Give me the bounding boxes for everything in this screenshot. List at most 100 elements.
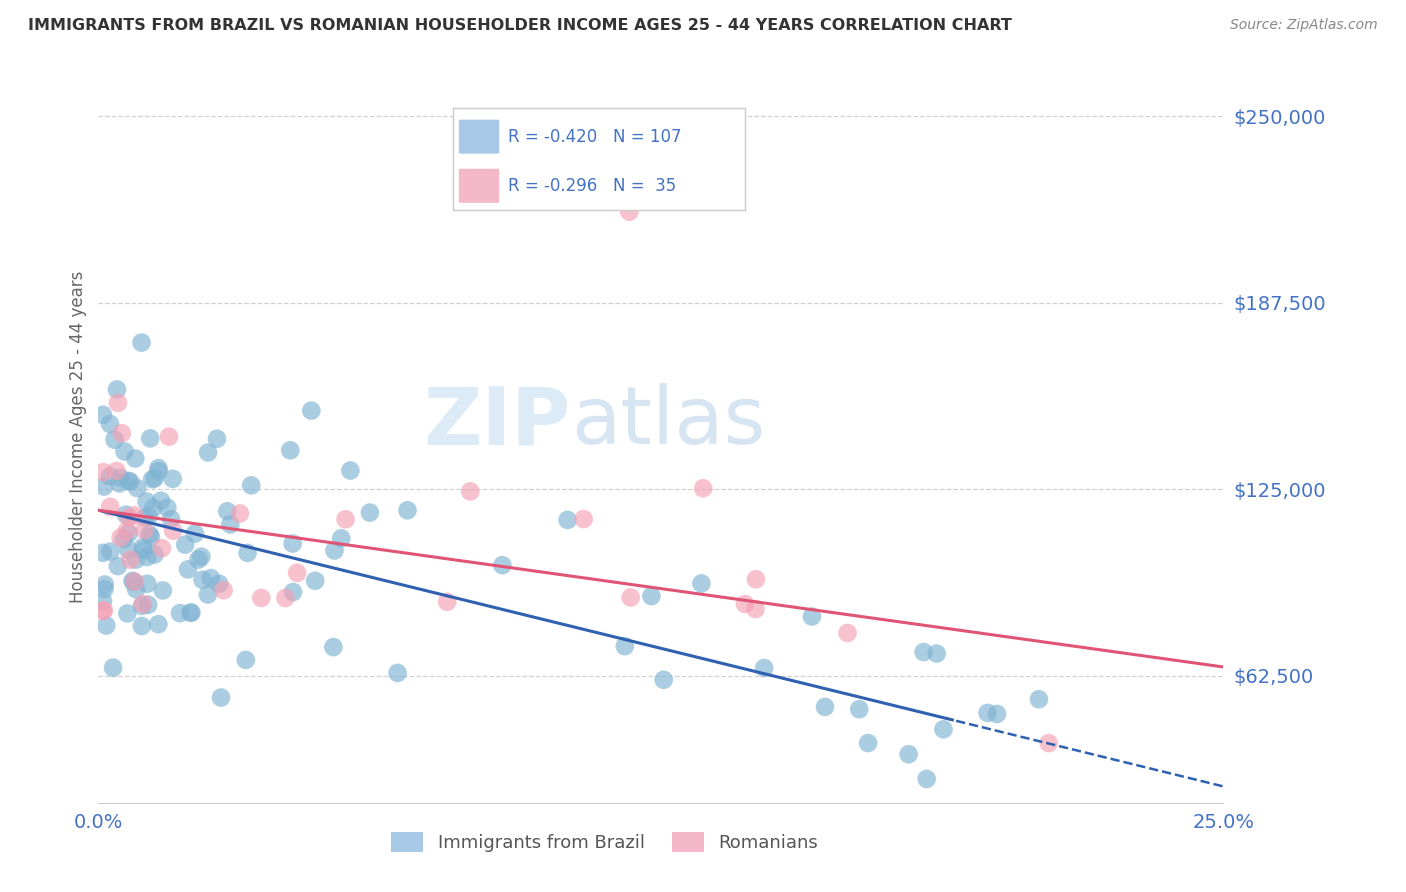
Point	[143, 471, 166, 485]
Point	[132, 540, 155, 554]
Point	[124, 451, 146, 466]
Y-axis label: Householder Income Ages 25 - 44 years: Householder Income Ages 25 - 44 years	[69, 271, 87, 603]
Point	[177, 562, 200, 576]
Point	[162, 472, 184, 486]
Point	[299, 403, 322, 417]
Point	[150, 493, 173, 508]
Point	[848, 702, 870, 716]
Point	[800, 609, 823, 624]
Point	[117, 542, 139, 557]
Text: Source: ZipAtlas.com: Source: ZipAtlas.com	[1230, 18, 1378, 32]
Point	[98, 500, 121, 514]
Point	[187, 552, 209, 566]
Point	[1028, 692, 1050, 706]
Point	[387, 665, 409, 680]
Point	[274, 591, 297, 605]
Point	[91, 408, 114, 422]
Point	[208, 576, 231, 591]
Point	[131, 599, 153, 613]
Point	[157, 430, 180, 444]
Point	[98, 469, 121, 483]
Point	[91, 465, 114, 479]
Point	[744, 602, 766, 616]
Point	[115, 508, 138, 522]
Point	[619, 204, 641, 219]
Point	[235, 653, 257, 667]
Point	[212, 583, 235, 598]
Point	[107, 559, 129, 574]
Point	[837, 626, 859, 640]
Point	[131, 335, 153, 350]
Point	[436, 595, 458, 609]
Text: ZIP: ZIP	[423, 384, 571, 461]
Point	[117, 607, 139, 621]
Point	[856, 736, 879, 750]
Point	[339, 463, 361, 477]
Point	[138, 509, 160, 524]
Point	[98, 544, 121, 558]
Point	[94, 577, 117, 591]
Point	[200, 571, 222, 585]
Point	[150, 541, 173, 556]
Point	[148, 461, 170, 475]
Point	[692, 481, 714, 495]
Point	[690, 576, 713, 591]
Point	[932, 723, 955, 737]
Point	[91, 604, 114, 618]
Text: IMMIGRANTS FROM BRAZIL VS ROMANIAN HOUSEHOLDER INCOME AGES 25 - 44 YEARS CORRELA: IMMIGRANTS FROM BRAZIL VS ROMANIAN HOUSE…	[28, 18, 1012, 33]
Point	[160, 512, 183, 526]
Point	[127, 481, 149, 495]
Point	[179, 606, 201, 620]
Point	[120, 552, 142, 566]
Point	[93, 603, 115, 617]
Point	[105, 464, 128, 478]
Point	[745, 572, 768, 586]
Point	[197, 588, 219, 602]
Point	[174, 538, 197, 552]
Point	[143, 548, 166, 562]
Point	[217, 504, 239, 518]
Point	[976, 706, 998, 720]
Point	[557, 513, 579, 527]
Point	[396, 503, 419, 517]
Point	[134, 523, 156, 537]
Point	[330, 531, 353, 545]
Point	[101, 660, 124, 674]
Point	[912, 645, 935, 659]
Point	[118, 526, 141, 541]
Point	[118, 510, 141, 524]
Point	[132, 597, 155, 611]
Point	[125, 552, 148, 566]
Point	[139, 431, 162, 445]
Point	[205, 432, 228, 446]
Point	[613, 639, 636, 653]
Point	[209, 690, 232, 705]
Point	[134, 510, 156, 524]
Point	[124, 574, 146, 589]
Point	[754, 661, 776, 675]
Point	[458, 484, 481, 499]
Point	[117, 474, 139, 488]
Point	[335, 512, 357, 526]
Point	[229, 507, 252, 521]
Point	[141, 472, 163, 486]
Point	[115, 524, 138, 538]
Point	[107, 396, 129, 410]
Point	[304, 574, 326, 588]
Point	[108, 476, 131, 491]
Point	[814, 699, 837, 714]
Point	[121, 574, 143, 588]
Point	[1038, 736, 1060, 750]
Point	[156, 500, 179, 515]
Point	[124, 508, 146, 523]
Point	[323, 543, 346, 558]
Point	[281, 536, 304, 550]
Point	[986, 706, 1008, 721]
Point	[278, 443, 301, 458]
Point	[281, 585, 304, 599]
Point	[640, 589, 662, 603]
Point	[236, 546, 259, 560]
Point	[572, 512, 595, 526]
Point	[915, 772, 938, 786]
Point	[491, 558, 513, 573]
